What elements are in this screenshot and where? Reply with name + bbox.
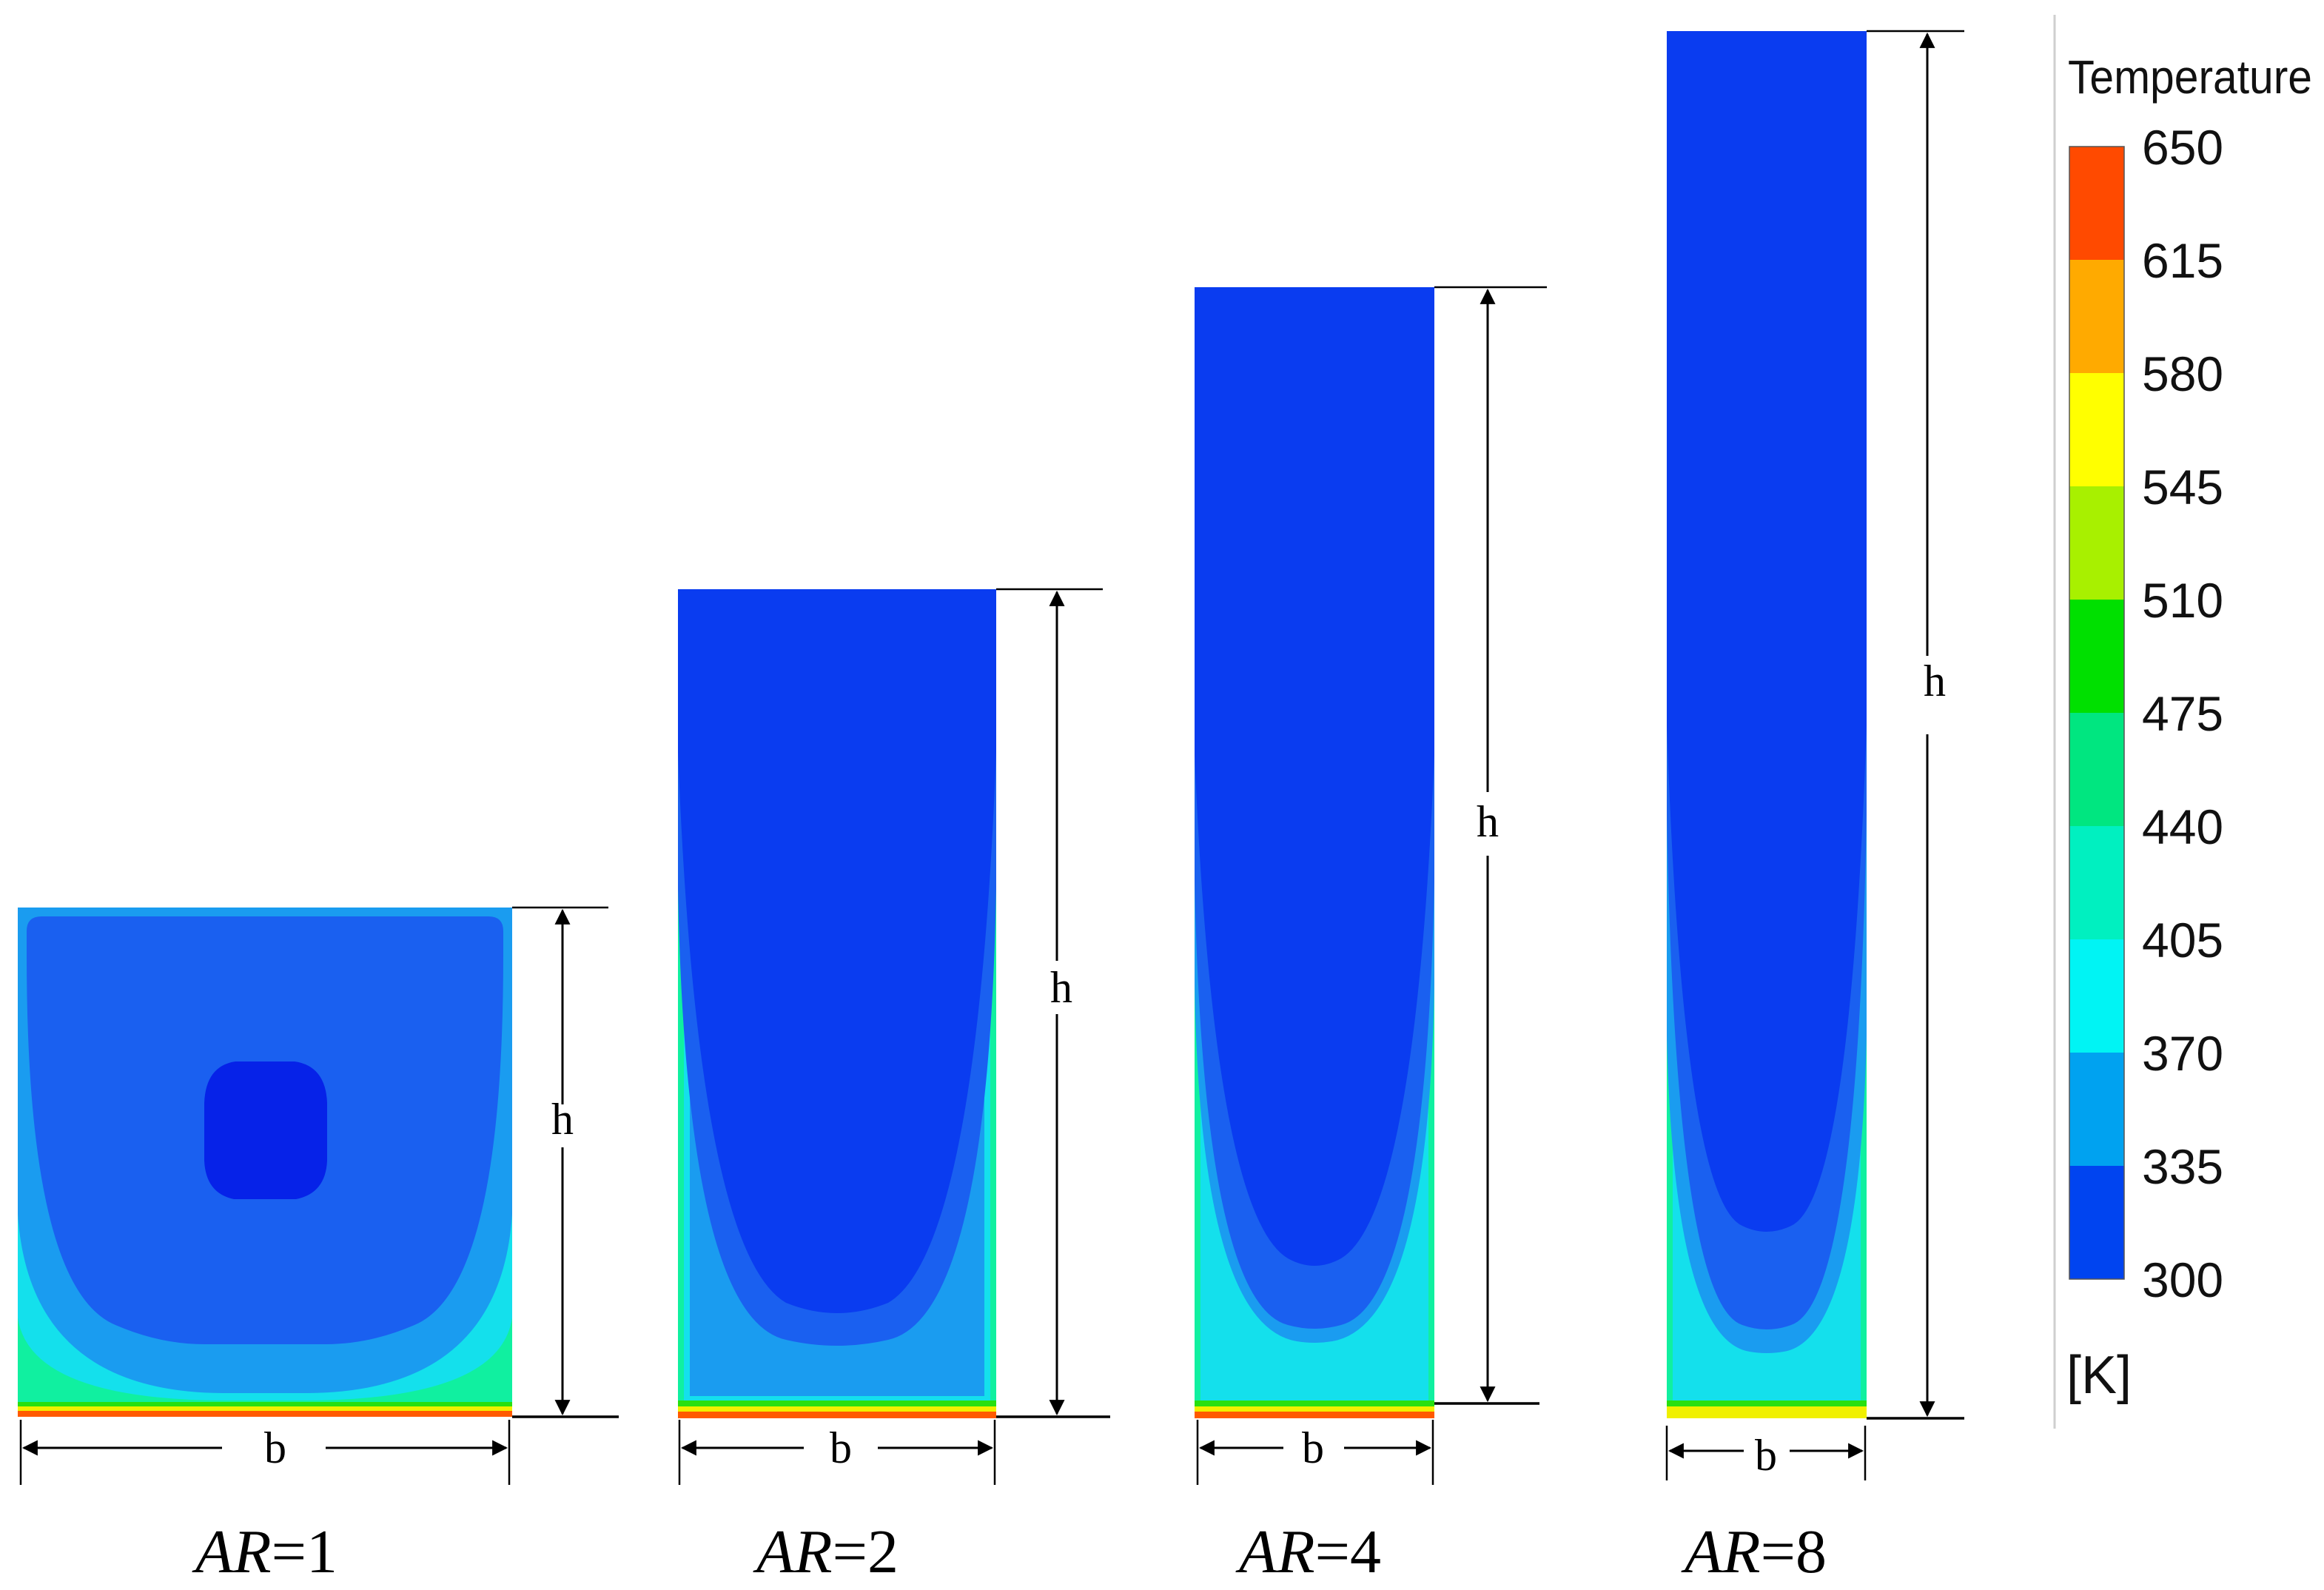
legend-band (2069, 1166, 2124, 1280)
contour-band-580 (1667, 1406, 1867, 1418)
legend-tick-label: 615 (2142, 233, 2223, 288)
width-label: b (264, 1423, 286, 1472)
width-label: b (1755, 1431, 1777, 1480)
legend-bar-outline (2069, 146, 2125, 1280)
contour-band-300 (1195, 287, 1434, 1266)
contour-band-510 (678, 1401, 996, 1406)
legend-band (2069, 713, 2124, 827)
legend-tick-label: 475 (2142, 686, 2223, 741)
legend-band (2069, 1053, 2124, 1167)
contour-band-580 (18, 1406, 512, 1411)
legend-band (2069, 826, 2124, 940)
height-label: h (1477, 797, 1499, 846)
legend-title: Temperature (2068, 50, 2312, 104)
legend-band (2069, 373, 2124, 487)
ar-value: =4 (1315, 1517, 1381, 1586)
cavity-ar4: h b AR=4 (1195, 286, 1547, 1586)
legend-band (2069, 939, 2124, 1053)
legend-band (2069, 260, 2124, 374)
ar-symbol: AR (753, 1517, 833, 1586)
temperature-legend: Temperature 650 615 580 545 510 475 440 405 370 3… (2066, 50, 2312, 1405)
contour-band-510 (18, 1402, 512, 1406)
contour-band-580 (678, 1406, 996, 1412)
legend-tick-label: 580 (2142, 346, 2223, 401)
aspect-ratio-label: AR=1 (192, 1517, 337, 1586)
ar-symbol: AR (192, 1517, 272, 1586)
legend-band (2069, 147, 2124, 261)
ar-symbol: AR (1235, 1517, 1315, 1586)
contour-band-510 (1195, 1401, 1434, 1406)
contour-band-300 (678, 589, 996, 1313)
aspect-ratio-label: AR=2 (753, 1517, 899, 1586)
height-label: h (1050, 963, 1072, 1012)
cavity-ar2: h b AR=2 (678, 588, 1110, 1586)
legend-unit: [K] (2066, 1346, 2132, 1405)
legend-tick-label: 335 (2142, 1139, 2223, 1194)
width-label: b (830, 1423, 852, 1472)
contour-band-650 (18, 1411, 512, 1417)
cavity-ar8: h b AR=8 (1665, 30, 1964, 1586)
legend-band (2069, 600, 2124, 714)
legend-tick-label: 405 (2142, 913, 2223, 967)
legend-tick-labels: 650 615 580 545 510 475 440 405 370 335 300 (2142, 120, 2223, 1307)
height-label: h (551, 1095, 574, 1144)
legend-tick-label: 440 (2142, 799, 2223, 854)
ar-value: =8 (1761, 1517, 1827, 1586)
contour-band-650 (678, 1412, 996, 1418)
cavity-ar1: h b AR=1 (18, 906, 619, 1586)
contour-band-510 (1667, 1401, 1867, 1406)
legend-tick-label: 545 (2142, 460, 2223, 514)
contour-band-580 (1195, 1406, 1434, 1412)
legend-tick-label: 510 (2142, 573, 2223, 628)
aspect-ratio-label: AR=4 (1235, 1517, 1381, 1586)
contour-band-center-300 (204, 1061, 327, 1199)
ar-value: =1 (272, 1517, 337, 1586)
ar-value: =2 (833, 1517, 899, 1586)
legend-tick-label: 650 (2142, 120, 2223, 175)
aspect-ratio-label: AR=8 (1681, 1517, 1827, 1586)
height-label: h (1924, 657, 1946, 705)
legend-band (2069, 486, 2124, 600)
contour-band-650 (1195, 1412, 1434, 1418)
ar-symbol: AR (1681, 1517, 1761, 1586)
legend-tick-label: 370 (2142, 1026, 2223, 1081)
width-label: b (1302, 1423, 1324, 1472)
legend-tick-label: 300 (2142, 1252, 2223, 1307)
legend-color-bar (2069, 146, 2125, 1280)
contour-band-300 (1667, 31, 1867, 1232)
